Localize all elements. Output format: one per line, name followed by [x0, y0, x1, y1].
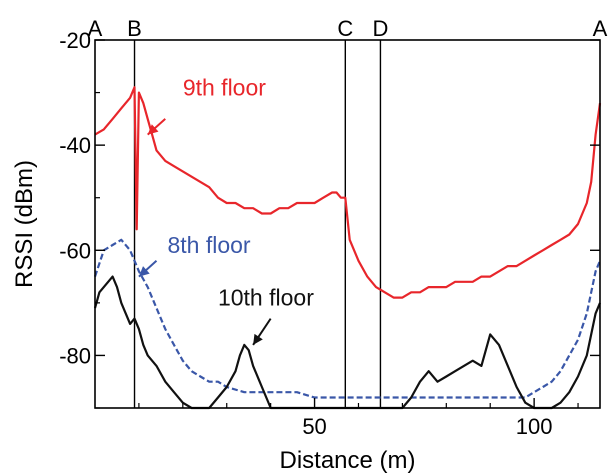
y-axis-label: RSSI (dBm) [11, 160, 38, 288]
y-tick-label: -20 [59, 28, 91, 53]
x-axis-label: Distance (m) [279, 447, 415, 474]
tick-group: -20 -40 -60 -80 50 100 [59, 28, 600, 439]
series-line-9th-floor [94, 86, 602, 299]
y-tick-label: -40 [59, 133, 91, 158]
marker-label-a: A [88, 16, 103, 41]
x-tick-label: 100 [516, 414, 553, 439]
plot-area-border [94, 39, 601, 409]
series-line-10th-floor [93, 275, 602, 410]
series-annotation-label: 10th floor [218, 285, 314, 311]
series-line-8th-floor [93, 238, 602, 399]
y-tick-label: -60 [59, 238, 91, 263]
marker-label-a: A [593, 16, 608, 41]
marker-label-b: B [127, 16, 142, 41]
x-tick-label: 50 [302, 414, 326, 439]
annotation-arrow-head [147, 124, 159, 135]
y-tick-label: -80 [59, 343, 91, 368]
marker-label-d: D [372, 16, 388, 41]
annotation-arrow-head [253, 333, 263, 345]
series-annotation-label: 8th floor [167, 232, 250, 258]
series-annotation-label: 9th floor [183, 74, 266, 100]
marker-label-c: C [337, 16, 353, 41]
annotation-group: 9th floor 8th floor 10th floor [138, 74, 314, 346]
annotation-arrow-head [138, 266, 150, 277]
plot-frame [94, 39, 601, 409]
